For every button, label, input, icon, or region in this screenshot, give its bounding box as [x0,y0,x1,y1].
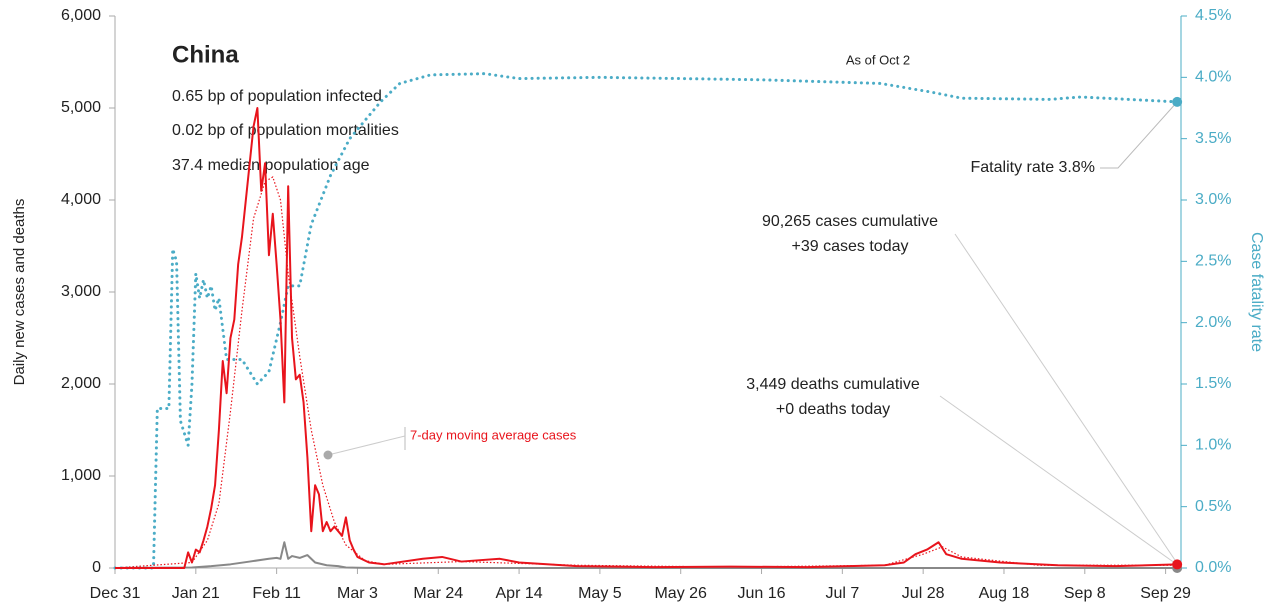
x-tick-label: Dec 31 [90,585,141,602]
annotation-dot [323,450,333,460]
y2-axis-label: Case fatality rate [1248,232,1265,352]
annotation: 3,449 deaths cumulative [746,376,920,393]
x-tick-label: Mar 24 [413,585,463,602]
series-label: 7-day moving average cases [410,427,577,442]
annotation: 37.4 median population age [172,157,370,174]
y-tick-label: 4,000 [61,191,101,208]
y2-tick-label: 1.0% [1195,437,1231,454]
y2-tick-label: 4.0% [1195,69,1231,86]
y-tick-label: 0 [92,559,101,576]
annotation: +39 cases today [792,238,909,255]
annotation: +0 deaths today [776,401,890,418]
x-tick-label: Jan 21 [172,585,220,602]
y2-tick-label: 2.5% [1195,253,1231,270]
x-tick-label: May 26 [654,585,707,602]
x-tick-label: Aug 18 [979,585,1030,602]
y2-tick-label: 2.0% [1195,314,1231,331]
x-tick-label: Jul 7 [825,585,859,602]
y-axis-label: Daily new cases and deaths [11,199,28,386]
end-dot [1172,96,1183,107]
annotation: 0.65 bp of population infected [172,88,382,105]
annotation-title: China [172,41,239,68]
annotation-line [954,233,1180,567]
annotation: 0.02 bp of population mortalities [172,122,399,139]
x-tick-label: Jul 28 [902,585,945,602]
series-line [113,72,1179,570]
annotation-line [939,395,1180,567]
annotation-line [327,435,406,456]
y2-tick-label: 4.5% [1195,7,1231,24]
y-tick-label: 2,000 [61,375,101,392]
x-tick-label: Sep 8 [1064,585,1106,602]
x-tick-label: May 5 [578,585,622,602]
y2-tick-label: 3.0% [1195,191,1231,208]
y2-tick-label: 1.5% [1195,375,1231,392]
y2-tick-label: 0.5% [1195,498,1231,515]
y-tick-label: 5,000 [61,99,101,116]
series-line [114,541,1178,569]
annotation: Fatality rate 3.8% [971,159,1096,176]
annotation: 90,265 cases cumulative [762,213,938,230]
x-tick-label: Jun 16 [738,585,786,602]
y2-tick-label: 3.5% [1195,130,1231,147]
x-tick-label: Sep 29 [1140,585,1191,602]
annotation-line [1100,100,1179,169]
y-tick-label: 6,000 [61,7,101,24]
y2-tick-label: 0.0% [1195,559,1231,576]
end-dot [1172,559,1183,570]
x-tick-label: Mar 3 [337,585,378,602]
y-tick-label: 3,000 [61,283,101,300]
y-tick-label: 1,000 [61,467,101,484]
annotation: As of Oct 2 [846,52,910,67]
series-line [115,107,1178,569]
x-tick-label: Apr 14 [496,585,543,602]
x-tick-label: Feb 11 [252,585,301,602]
